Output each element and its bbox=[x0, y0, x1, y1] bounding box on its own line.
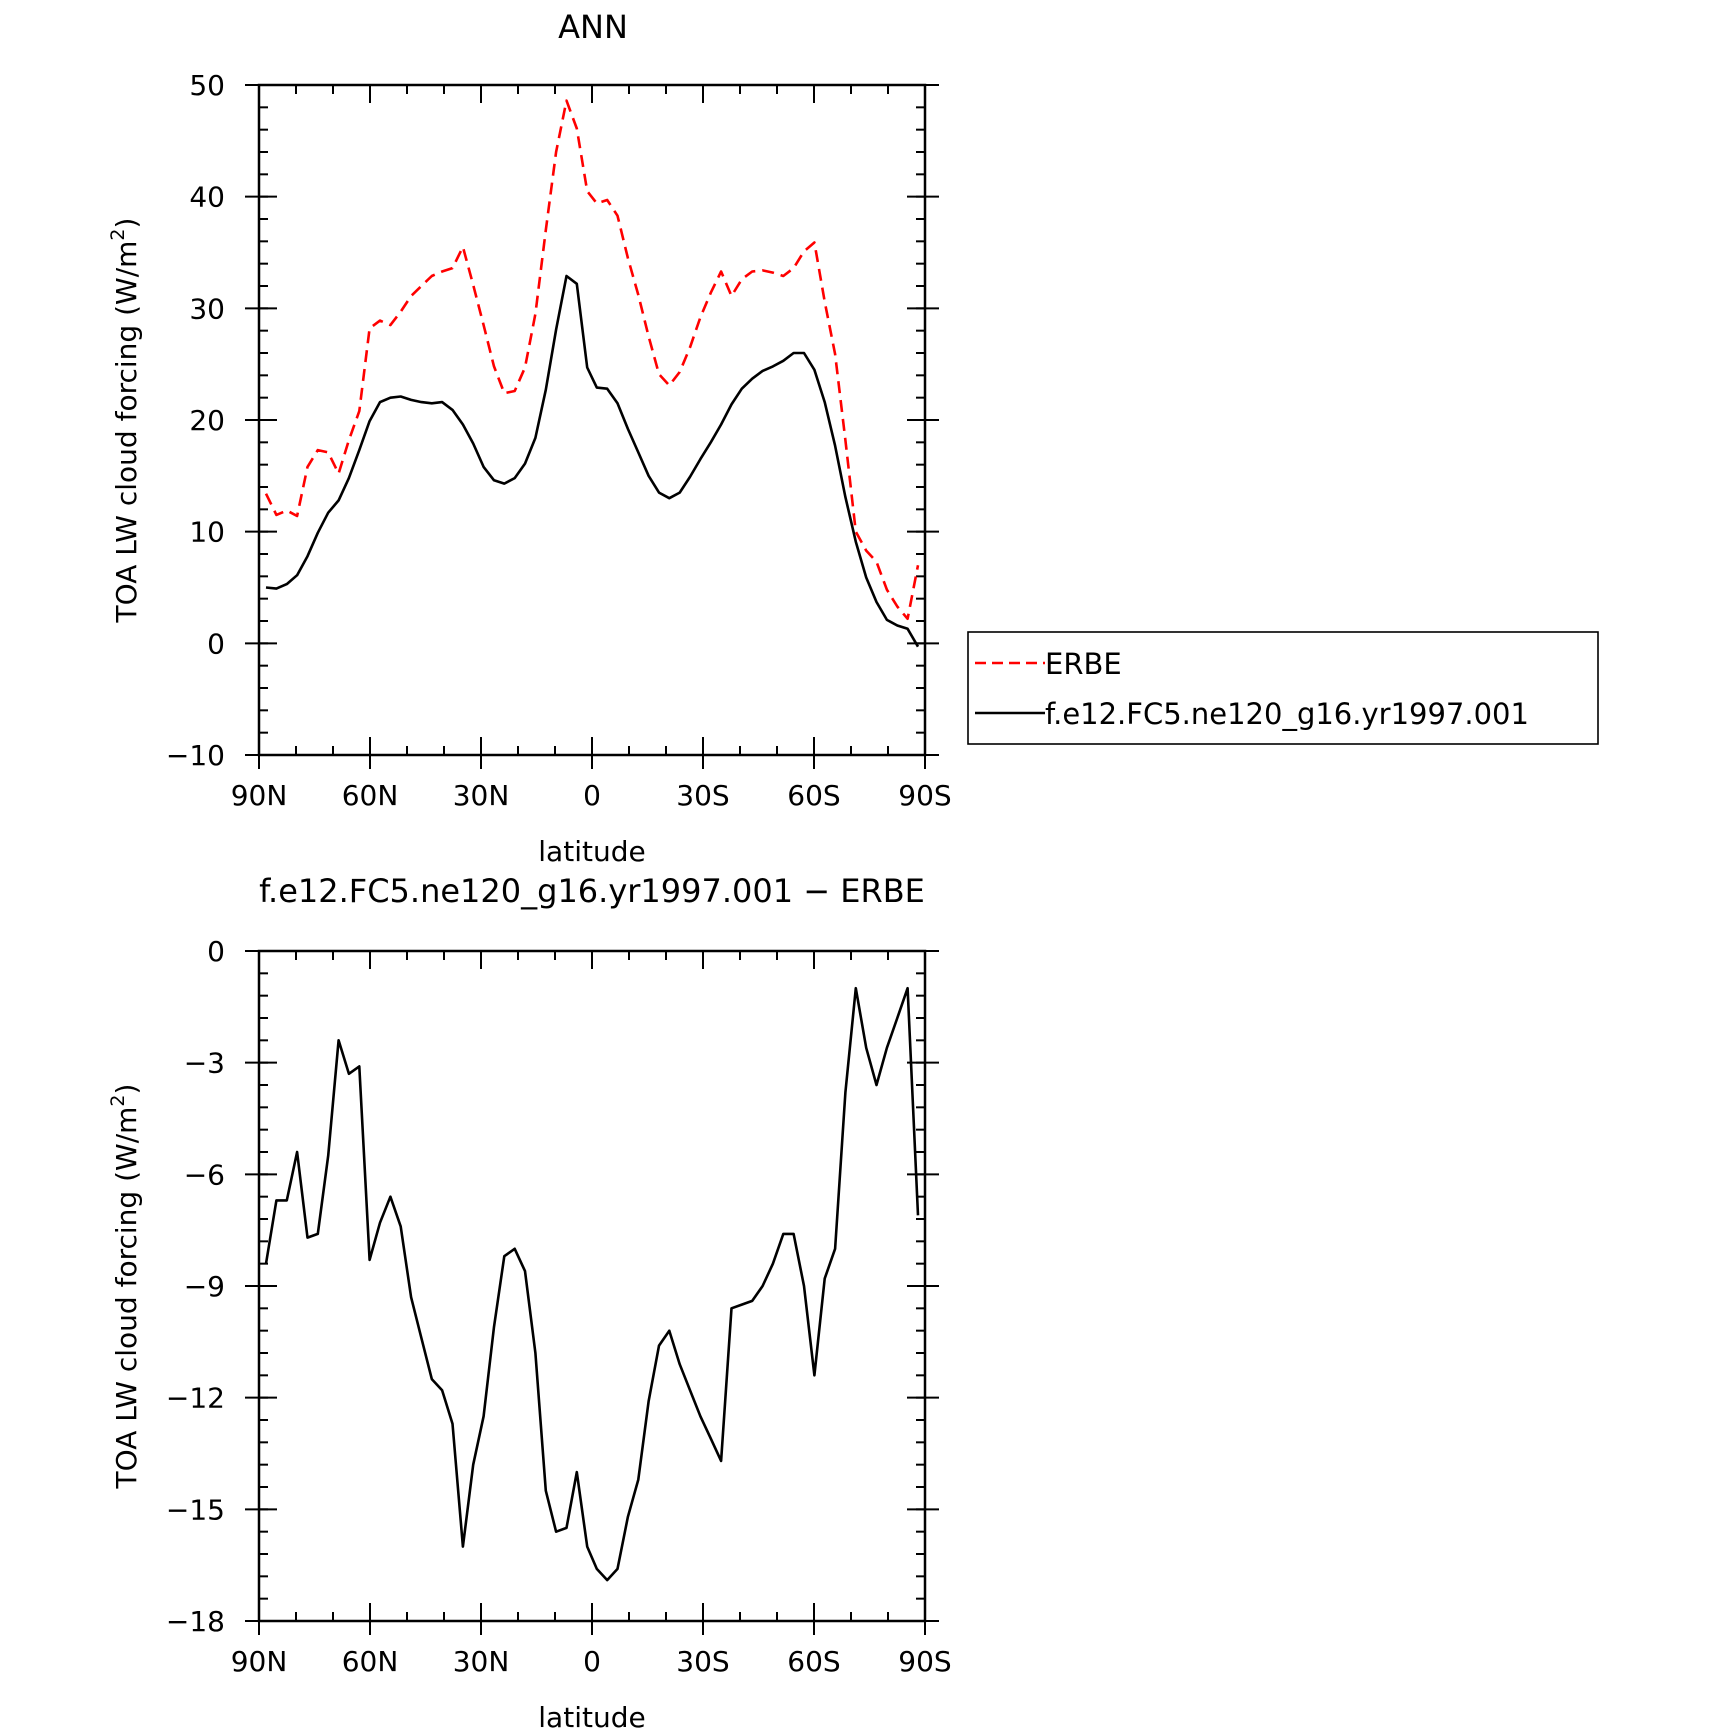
x-tick-label: 0 bbox=[583, 779, 601, 812]
chart-top-frame bbox=[257, 83, 927, 757]
y-axis-label-sup: 2 bbox=[107, 229, 129, 241]
chart-bottom-x-axis-label: latitude bbox=[538, 1701, 645, 1734]
y-tick-label: 20 bbox=[189, 404, 225, 437]
chart-bottom-grid-ticks bbox=[245, 950, 939, 1635]
chart-top-grid-ticks bbox=[245, 84, 939, 769]
legend-box bbox=[967, 631, 1599, 745]
y-tick-label: 30 bbox=[189, 292, 225, 325]
y-axis-label-main: TOA LW cloud forcing (W/m bbox=[110, 1107, 143, 1490]
x-tick-label: 0 bbox=[583, 1645, 601, 1678]
x-tick-label: 30N bbox=[453, 1645, 510, 1678]
y-axis-label-close: ) bbox=[110, 1084, 143, 1095]
x-tick-label: 60S bbox=[787, 779, 840, 812]
y-tick-label: 0 bbox=[207, 627, 225, 660]
legend-label-model: f.e12.FC5.ne120_g16.yr1997.001 bbox=[1045, 697, 1529, 731]
x-tick-label: 90S bbox=[898, 1645, 951, 1678]
chart-bottom: f.e12.FC5.ne120_g16.yr1997.001 − ERBE 0 −… bbox=[107, 872, 952, 1734]
y-tick-label: −18 bbox=[166, 1605, 225, 1638]
x-tick-label: 30S bbox=[676, 1645, 729, 1678]
x-tick-label: 30N bbox=[453, 779, 510, 812]
x-tick-label: 60S bbox=[787, 1645, 840, 1678]
chart-bottom-y-axis-label: TOA LW cloud forcing (W/m2) bbox=[107, 1084, 143, 1490]
y-axis-label-close: ) bbox=[110, 218, 143, 229]
x-tick-label: 30S bbox=[676, 779, 729, 812]
y-axis-label-sup: 2 bbox=[107, 1095, 129, 1107]
y-tick-label: −15 bbox=[166, 1493, 225, 1526]
y-tick-label: 50 bbox=[189, 69, 225, 102]
legend-label-erbe: ERBE bbox=[1045, 647, 1122, 681]
y-tick-label: −12 bbox=[166, 1382, 225, 1415]
y-tick-label: 40 bbox=[189, 181, 225, 214]
series-line-difference bbox=[264, 986, 920, 1582]
series-line-erbe bbox=[264, 99, 920, 621]
x-tick-label: 90S bbox=[898, 779, 951, 812]
y-tick-label: −10 bbox=[166, 739, 225, 772]
x-tick-label: 60N bbox=[342, 779, 399, 812]
y-tick-label: −6 bbox=[184, 1158, 225, 1191]
x-tick-label: 90N bbox=[231, 779, 288, 812]
y-tick-label: −3 bbox=[184, 1047, 225, 1080]
chart-bottom-title: f.e12.FC5.ne120_g16.yr1997.001 − ERBE bbox=[259, 872, 925, 910]
chart-top-legend: ERBE f.e12.FC5.ne120_g16.yr1997.001 bbox=[967, 631, 1599, 745]
chart-top-title: ANN bbox=[558, 8, 628, 46]
y-tick-label: 0 bbox=[207, 935, 225, 968]
series-line-model bbox=[265, 274, 920, 648]
y-tick-label: 10 bbox=[189, 516, 225, 549]
y-axis-label-main: TOA LW cloud forcing (W/m bbox=[110, 241, 143, 624]
x-tick-label: 90N bbox=[231, 1645, 288, 1678]
chart-bottom-frame bbox=[257, 949, 927, 1623]
chart-top-y-axis-label: TOA LW cloud forcing (W/m2) bbox=[107, 218, 143, 624]
chart-top-series-layer bbox=[264, 99, 920, 648]
y-tick-label: −9 bbox=[184, 1270, 225, 1303]
x-tick-label: 60N bbox=[342, 1645, 399, 1678]
chart-top-x-axis-label: latitude bbox=[538, 835, 645, 868]
chart-bottom-series-layer bbox=[264, 986, 920, 1582]
